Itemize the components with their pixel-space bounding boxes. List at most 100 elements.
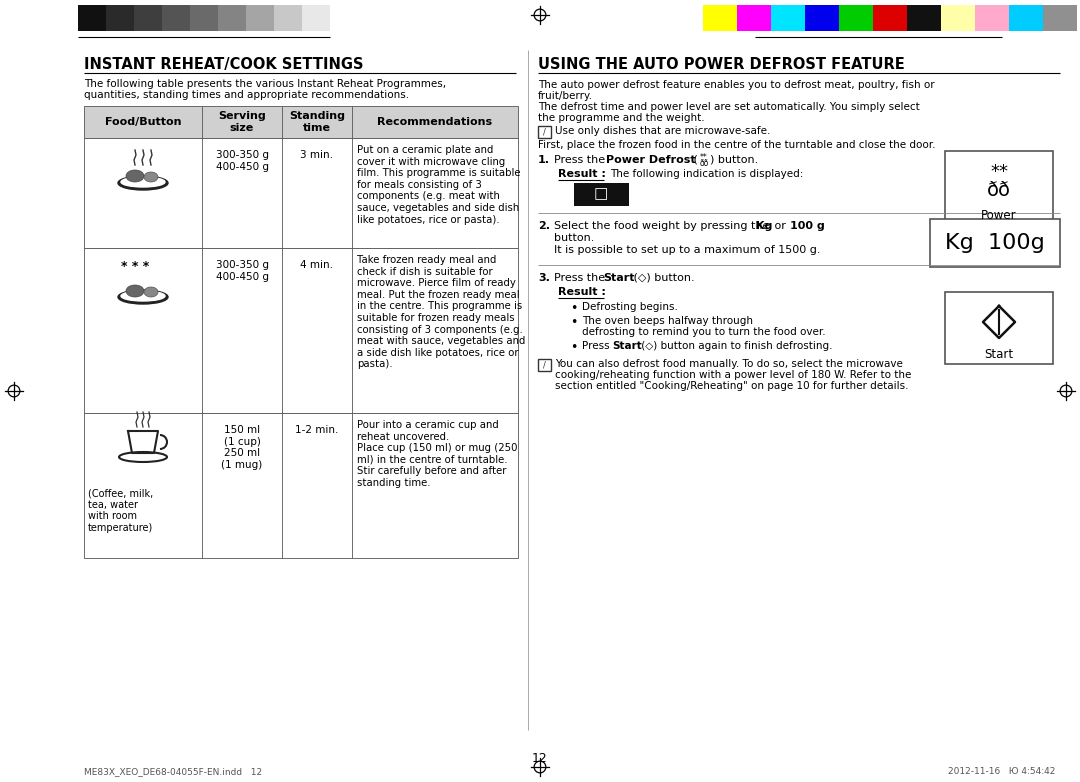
Text: Food/Button: Food/Button — [105, 117, 181, 127]
Bar — [945, 151, 1053, 223]
Text: Pour into a ceramic cup and
reheat uncovered.
Place cup (150 ml) or mug (250
ml): Pour into a ceramic cup and reheat uncov… — [357, 420, 517, 488]
Bar — [302, 5, 330, 31]
FancyBboxPatch shape — [538, 359, 551, 371]
Text: Press the: Press the — [554, 155, 609, 165]
Text: fruit/berry.: fruit/berry. — [538, 91, 593, 101]
Text: section entitled "Cooking/Reheating" on page 10 for further details.: section entitled "Cooking/Reheating" on … — [555, 381, 908, 391]
Bar — [771, 5, 805, 31]
Text: 3 min.: 3 min. — [300, 150, 334, 160]
Ellipse shape — [118, 176, 168, 190]
Text: The following table presents the various Instant Reheat Programmes,: The following table presents the various… — [84, 79, 446, 89]
Text: Defrosting begins.: Defrosting begins. — [582, 302, 678, 312]
Bar — [941, 5, 975, 31]
Bar — [84, 413, 518, 558]
Bar — [873, 5, 907, 31]
Bar — [930, 219, 1059, 267]
Bar — [84, 248, 518, 413]
Text: (Coffee, milk,
tea, water
with room
temperature): (Coffee, milk, tea, water with room temp… — [87, 488, 153, 533]
Text: 3.: 3. — [538, 273, 550, 283]
Text: •: • — [570, 302, 578, 315]
Text: 1.: 1. — [538, 155, 550, 165]
Text: You can also defrost food manually. To do so, select the microwave: You can also defrost food manually. To d… — [555, 359, 903, 369]
Text: Press: Press — [582, 341, 612, 351]
Text: (◇) button.: (◇) button. — [630, 273, 694, 283]
Text: ENGLISH: ENGLISH — [13, 424, 22, 468]
Text: Result :: Result : — [558, 287, 606, 297]
Bar — [78, 5, 106, 31]
Text: The oven beeps halfway through: The oven beeps halfway through — [582, 316, 753, 326]
Text: the programme and the weight.: the programme and the weight. — [538, 113, 704, 123]
Text: 150 ml
(1 cup)
250 ml
(1 mug): 150 ml (1 cup) 250 ml (1 mug) — [221, 425, 262, 470]
Text: /: / — [542, 127, 545, 137]
Text: 4 min.: 4 min. — [300, 260, 334, 270]
Text: or: or — [771, 221, 789, 231]
Text: (: ( — [690, 155, 698, 165]
Text: Select the food weight by pressing the: Select the food weight by pressing the — [554, 221, 773, 231]
Ellipse shape — [121, 291, 165, 301]
Text: Use only dishes that are microwave-safe.: Use only dishes that are microwave-safe. — [555, 126, 770, 136]
Bar — [573, 183, 629, 206]
Bar — [246, 5, 274, 31]
Text: 300-350 g
400-450 g: 300-350 g 400-450 g — [216, 260, 269, 282]
Text: defrosting to remind you to turn the food over.: defrosting to remind you to turn the foo… — [582, 327, 825, 337]
Bar — [1009, 5, 1043, 31]
Ellipse shape — [144, 172, 158, 182]
Text: quantities, standing times and appropriate recommendations.: quantities, standing times and appropria… — [84, 90, 409, 100]
Ellipse shape — [121, 177, 165, 187]
Text: □: □ — [594, 186, 608, 202]
Text: Power: Power — [982, 209, 1016, 222]
Text: Standing
time: Standing time — [289, 111, 345, 133]
Text: 2012-11-16   Ю 4:54:42: 2012-11-16 Ю 4:54:42 — [947, 767, 1055, 776]
Text: 2.: 2. — [538, 221, 550, 231]
Bar — [907, 5, 941, 31]
Text: Kg  100g: Kg 100g — [945, 233, 1044, 253]
Bar — [703, 5, 737, 31]
Bar — [162, 5, 190, 31]
Text: ME83X_XEO_DE68-04055F-EN.indd   12: ME83X_XEO_DE68-04055F-EN.indd 12 — [84, 767, 262, 776]
Bar — [84, 106, 518, 138]
Bar — [737, 5, 771, 31]
Polygon shape — [129, 431, 158, 453]
Text: ðð: ðð — [700, 159, 710, 168]
Ellipse shape — [126, 170, 144, 182]
Bar — [84, 138, 518, 248]
Text: Recommendations: Recommendations — [377, 117, 492, 127]
Bar — [805, 5, 839, 31]
Text: The defrost time and power level are set automatically. You simply select: The defrost time and power level are set… — [538, 102, 920, 112]
Text: Serving
size: Serving size — [218, 111, 266, 133]
Text: The auto power defrost feature enables you to defrost meat, poultry, fish or: The auto power defrost feature enables y… — [538, 80, 934, 90]
Text: First, place the frozen food in the centre of the turntable and close the door.: First, place the frozen food in the cent… — [538, 140, 935, 150]
Text: Kg: Kg — [756, 221, 772, 231]
Text: Put on a ceramic plate and
cover it with microwave cling
film. This programme is: Put on a ceramic plate and cover it with… — [357, 145, 521, 224]
Bar — [106, 5, 134, 31]
Bar — [839, 5, 873, 31]
Text: 1-2 min.: 1-2 min. — [295, 425, 339, 435]
Text: **: ** — [700, 153, 707, 162]
Ellipse shape — [119, 452, 167, 462]
Text: USING THE AUTO POWER DEFROST FEATURE: USING THE AUTO POWER DEFROST FEATURE — [538, 57, 905, 72]
Text: Take frozen ready meal and
check if dish is suitable for
microwave. Pierce film : Take frozen ready meal and check if dish… — [357, 255, 525, 369]
Text: The following indication is displayed:: The following indication is displayed: — [610, 169, 804, 179]
Text: Result :: Result : — [558, 169, 606, 179]
Text: Press the: Press the — [554, 273, 609, 283]
Text: Start: Start — [612, 341, 642, 351]
Text: •: • — [570, 341, 578, 354]
Text: 300-350 g
400-450 g: 300-350 g 400-450 g — [216, 150, 269, 171]
Text: ðð: ðð — [987, 181, 1011, 200]
Text: button.: button. — [554, 233, 594, 243]
Text: * * *: * * * — [121, 260, 149, 273]
Text: It is possible to set up to a maximum of 1500 g.: It is possible to set up to a maximum of… — [554, 245, 821, 255]
Text: **: ** — [990, 163, 1008, 181]
Text: Power Defrost: Power Defrost — [606, 155, 696, 165]
Ellipse shape — [144, 287, 158, 297]
Text: 100 g: 100 g — [789, 221, 825, 231]
Text: INSTANT REHEAT/COOK SETTINGS: INSTANT REHEAT/COOK SETTINGS — [84, 57, 364, 72]
Text: 12: 12 — [532, 752, 548, 765]
Ellipse shape — [126, 285, 144, 297]
Text: Start: Start — [985, 348, 1013, 361]
Bar — [945, 292, 1053, 364]
Bar — [190, 5, 218, 31]
FancyBboxPatch shape — [538, 126, 551, 138]
Bar — [975, 5, 1009, 31]
Text: Start: Start — [603, 273, 635, 283]
